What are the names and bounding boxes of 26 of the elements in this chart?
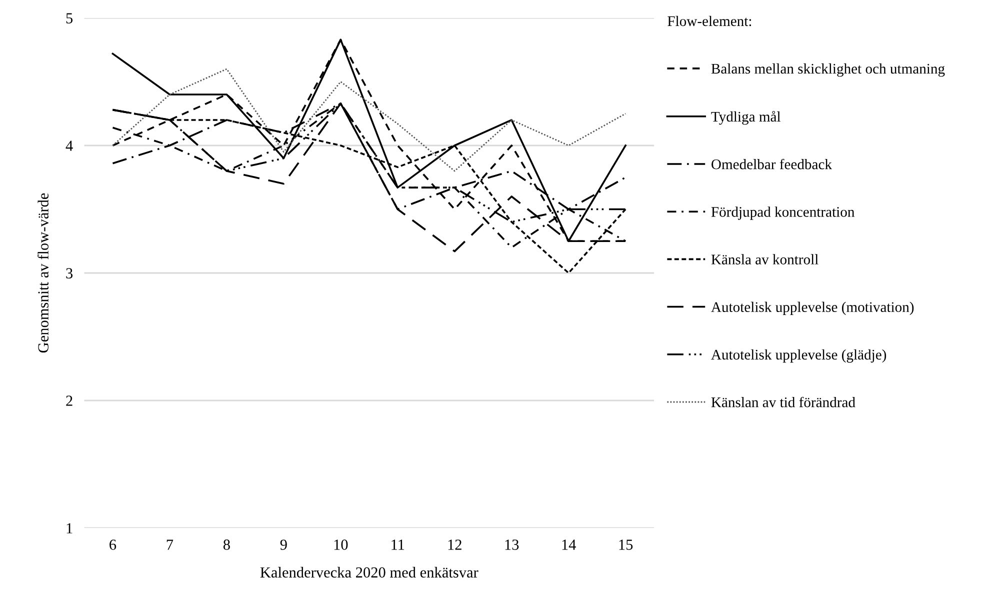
x-tick-label: 13 (505, 540, 519, 550)
legend-label: Känslan av tid förändrad (711, 396, 856, 408)
y-tick-label: 2 (66, 396, 72, 406)
x-tick-label: 11 (392, 540, 404, 550)
legend-label: Omedelbar feedback (712, 158, 832, 170)
x-tick-label: 10 (334, 540, 348, 550)
legend-label: Tydliga mål (711, 110, 780, 125)
x-tick-label: 12 (448, 540, 462, 550)
x-axis-title: Kalendervecka 2020 med enkätsvar (260, 566, 478, 578)
y-tick-label: 4 (66, 140, 73, 151)
x-tick-label: 9 (280, 540, 287, 550)
x-tick-label: 14 (562, 540, 576, 550)
legend-label: Känsla av kontroll (711, 254, 818, 264)
x-tick-label: 6 (110, 540, 116, 550)
legend-label: Fördjupad koncentration (711, 206, 854, 220)
x-tick-label: 8 (223, 540, 230, 550)
x-tick-label: 7 (166, 540, 174, 550)
y-tick-label: 1 (66, 523, 72, 534)
legend-title: Flow-element: (668, 16, 752, 26)
y-tick-label: 3 (66, 268, 73, 278)
legend-label: Balans mellan skicklighet och utmaning (711, 63, 945, 77)
legend-label: Autotelisk upplevelse (motivation) (711, 302, 914, 315)
legend-label: Autotelisk upplevelse (glädje) (711, 349, 886, 363)
y-tick-label: 5 (66, 13, 73, 24)
y-axis-title: Genomsnitt av flow-värde (38, 193, 48, 353)
x-tick-label: 15 (619, 540, 633, 550)
